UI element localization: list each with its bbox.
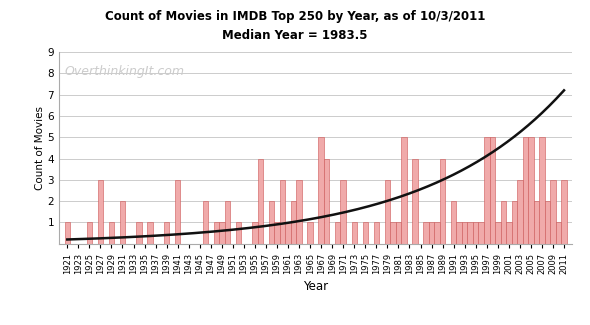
Bar: [286, 222, 291, 244]
Bar: [512, 201, 517, 244]
Bar: [109, 222, 114, 244]
Bar: [451, 201, 457, 244]
Bar: [252, 222, 258, 244]
Bar: [363, 222, 368, 244]
Bar: [291, 201, 296, 244]
Bar: [324, 159, 329, 244]
Bar: [434, 222, 440, 244]
Bar: [214, 222, 219, 244]
Bar: [87, 222, 92, 244]
Bar: [495, 222, 500, 244]
Bar: [268, 201, 274, 244]
Bar: [484, 137, 490, 244]
Bar: [235, 222, 241, 244]
Bar: [523, 137, 528, 244]
Bar: [219, 222, 225, 244]
Bar: [319, 137, 324, 244]
Bar: [64, 222, 70, 244]
Bar: [467, 222, 473, 244]
Bar: [440, 159, 445, 244]
Bar: [335, 222, 340, 244]
Text: OverthinkingIt.com: OverthinkingIt.com: [64, 65, 184, 78]
X-axis label: Year: Year: [303, 280, 328, 292]
Bar: [561, 180, 567, 244]
Bar: [473, 222, 478, 244]
Bar: [423, 222, 429, 244]
Bar: [164, 222, 169, 244]
Bar: [401, 137, 407, 244]
Bar: [500, 201, 506, 244]
Bar: [506, 222, 512, 244]
Bar: [528, 137, 534, 244]
Bar: [429, 222, 434, 244]
Bar: [396, 222, 401, 244]
Bar: [550, 180, 556, 244]
Bar: [457, 222, 462, 244]
Bar: [545, 201, 550, 244]
Y-axis label: Count of Movies: Count of Movies: [35, 106, 45, 190]
Bar: [478, 222, 484, 244]
Bar: [385, 180, 390, 244]
Bar: [120, 201, 125, 244]
Bar: [202, 201, 208, 244]
Bar: [136, 222, 142, 244]
Bar: [97, 180, 103, 244]
Bar: [534, 201, 539, 244]
Bar: [340, 180, 346, 244]
Bar: [412, 159, 418, 244]
Bar: [517, 180, 523, 244]
Bar: [539, 137, 545, 244]
Bar: [556, 222, 561, 244]
Text: Median Year = 1983.5: Median Year = 1983.5: [222, 29, 368, 42]
Bar: [373, 222, 379, 244]
Bar: [490, 137, 495, 244]
Bar: [280, 180, 286, 244]
Bar: [390, 222, 396, 244]
Bar: [307, 222, 313, 244]
Bar: [274, 222, 280, 244]
Bar: [258, 159, 263, 244]
Bar: [175, 180, 181, 244]
Bar: [462, 222, 467, 244]
Bar: [148, 222, 153, 244]
Text: Count of Movies in IMDB Top 250 by Year, as of 10/3/2011: Count of Movies in IMDB Top 250 by Year,…: [105, 10, 485, 23]
Bar: [225, 201, 230, 244]
Bar: [352, 222, 357, 244]
Bar: [296, 180, 302, 244]
